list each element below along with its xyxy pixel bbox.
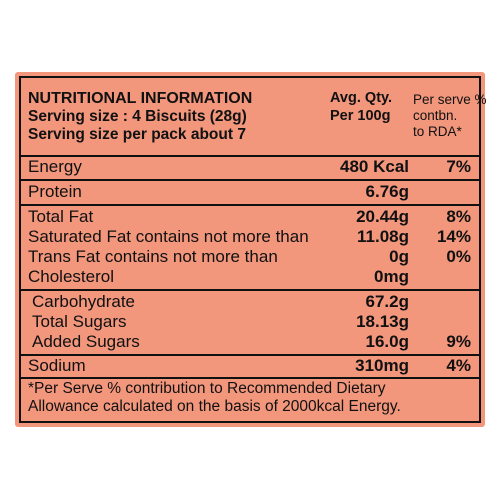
- row-label: Carbohydrate: [32, 292, 136, 311]
- row-value: 480 Kcal: [340, 157, 409, 176]
- row-value: 20.44g: [356, 207, 409, 226]
- row-value: 6.76g: [365, 182, 409, 201]
- nutrition-label: NUTRITIONAL INFORMATION Serving size : 4…: [15, 72, 487, 427]
- row-rda: 8%: [446, 207, 471, 226]
- table-row-sodium: Sodium 310mg 4%: [21, 356, 479, 376]
- row-label: Trans Fat contains not more than: [28, 247, 278, 266]
- row-label: Protein: [28, 182, 82, 201]
- footnote: *Per Serve % contribution to Recommended…: [28, 380, 401, 416]
- row-label: Sodium: [28, 356, 86, 375]
- per-100g-heading: Per 100g: [330, 108, 391, 124]
- row-value: 0g: [389, 247, 409, 266]
- row-label: Cholesterol: [28, 267, 114, 286]
- serving-size: Serving size : 4 Biscuits (28g): [28, 108, 247, 125]
- table-header: NUTRITIONAL INFORMATION Serving size : 4…: [21, 78, 487, 157]
- footnote-line1: *Per Serve % contribution to Recommended…: [28, 380, 386, 397]
- row-label: Added Sugars: [32, 332, 140, 351]
- row-divider: [21, 289, 479, 291]
- avg-qty-heading: Avg. Qty.: [330, 90, 393, 106]
- table-row-total-sugars: Total Sugars 18.13g: [21, 312, 479, 332]
- rda-heading-line3: to RDA*: [413, 124, 462, 139]
- table-row-energy: Energy 480 Kcal 7%: [21, 157, 479, 177]
- footnote-line2: Allowance calculated on the basis of 200…: [28, 398, 401, 415]
- rda-heading-line1: Per serve %: [413, 92, 487, 107]
- row-divider: [21, 377, 479, 379]
- row-value: 16.0g: [365, 332, 409, 351]
- row-value: 18.13g: [356, 312, 409, 331]
- table-row-protein: Protein 6.76g: [21, 182, 479, 202]
- table-title: NUTRITIONAL INFORMATION: [28, 90, 253, 107]
- rda-heading-line2: contbn.: [413, 108, 458, 123]
- row-label: Saturated Fat contains not more than: [28, 227, 309, 246]
- table-row-carbohydrate: Carbohydrate 67.2g: [21, 292, 479, 312]
- table-row-total-fat: Total Fat 20.44g 8%: [21, 207, 479, 227]
- table-row-trans-fat: Trans Fat contains not more than 0g 0%: [21, 247, 479, 267]
- row-label: Total Sugars: [32, 312, 127, 331]
- nutrition-table: NUTRITIONAL INFORMATION Serving size : 4…: [19, 76, 487, 423]
- row-rda: 0%: [446, 247, 471, 266]
- row-value: 0mg: [374, 267, 409, 286]
- row-rda: 7%: [446, 157, 471, 176]
- row-value: 11.08g: [357, 227, 409, 246]
- table-row-cholesterol: Cholesterol 0mg: [21, 267, 479, 287]
- row-value: 310mg: [355, 356, 409, 375]
- row-divider: [21, 354, 479, 356]
- row-divider: [21, 204, 479, 206]
- table-row-saturated-fat: Saturated Fat contains not more than 11.…: [21, 227, 479, 247]
- row-label: Energy: [28, 157, 82, 176]
- row-label: Total Fat: [28, 207, 94, 226]
- row-rda: 4%: [446, 356, 471, 375]
- row-divider: [21, 179, 479, 181]
- row-rda: 14%: [436, 227, 471, 246]
- servings-per-pack: Serving size per pack about 7: [28, 126, 246, 143]
- row-value: 67.2g: [365, 292, 409, 311]
- row-rda: 9%: [446, 332, 471, 351]
- table-row-added-sugars: Added Sugars 16.0g 9%: [21, 332, 479, 352]
